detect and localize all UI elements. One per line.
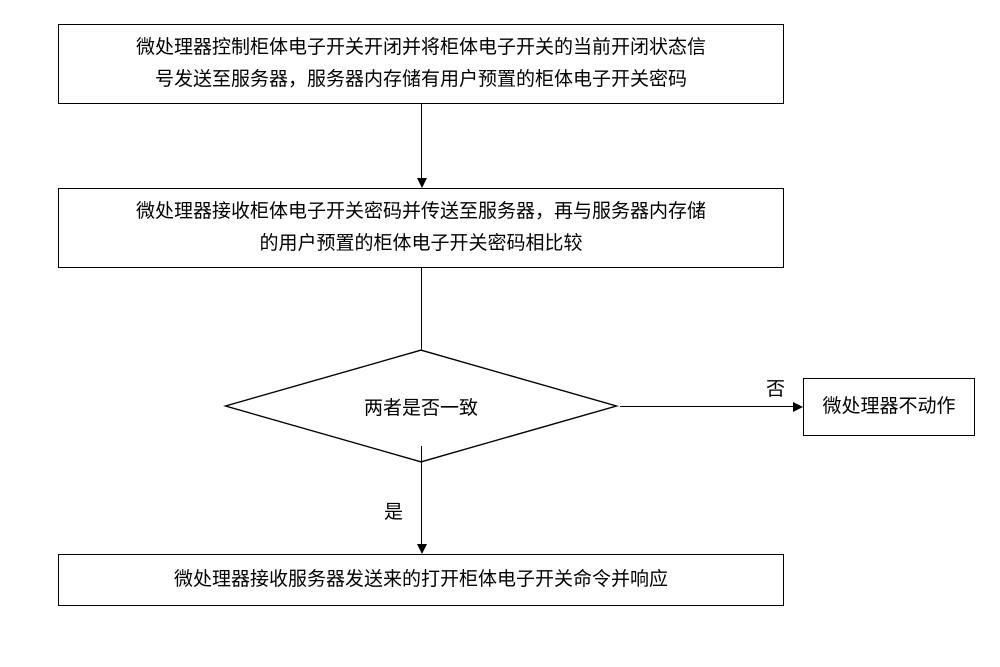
step-2-line1: 微处理器接收柜体电子开关密码并传送至服务器，再与服务器内存储 bbox=[136, 201, 706, 222]
arrow-decision-yes bbox=[421, 446, 422, 544]
label-yes: 是 bbox=[384, 497, 403, 524]
yes-action-box: 微处理器接收服务器发送来的打开柜体电子开关命令并响应 bbox=[58, 554, 784, 606]
decision-text: 两者是否一致 bbox=[281, 366, 561, 446]
arrow-decision-no bbox=[620, 406, 793, 407]
yes-action-text: 微处理器接收服务器发送来的打开柜体电子开关命令并响应 bbox=[174, 564, 668, 596]
step-1-text: 微处理器控制柜体电子开关开闭并将柜体电子开关的当前开闭状态信 号发送至服务器，服… bbox=[136, 32, 706, 97]
arrowhead-decision-no bbox=[793, 402, 803, 412]
step-1-line2: 号发送至服务器，服务器内存储有用户预置的柜体电子开关密码 bbox=[155, 69, 687, 90]
label-no: 否 bbox=[766, 374, 785, 401]
decision-diamond: 两者是否一致 bbox=[381, 366, 461, 446]
step-2-text: 微处理器接收柜体电子开关密码并传送至服务器，再与服务器内存储 的用户预置的柜体电… bbox=[136, 196, 706, 261]
step-2-line2: 的用户预置的柜体电子开关密码相比较 bbox=[259, 233, 582, 254]
no-action-text: 微处理器不动作 bbox=[822, 391, 955, 423]
arrowhead-decision-yes bbox=[417, 544, 427, 554]
step-1-box: 微处理器控制柜体电子开关开闭并将柜体电子开关的当前开闭状态信 号发送至服务器，服… bbox=[58, 24, 784, 104]
no-action-box: 微处理器不动作 bbox=[803, 378, 975, 436]
arrow-1-to-2 bbox=[421, 104, 422, 178]
arrowhead-1-to-2 bbox=[417, 178, 427, 188]
step-2-box: 微处理器接收柜体电子开关密码并传送至服务器，再与服务器内存储 的用户预置的柜体电… bbox=[58, 188, 784, 268]
step-1-line1: 微处理器控制柜体电子开关开闭并将柜体电子开关的当前开闭状态信 bbox=[136, 37, 706, 58]
arrow-2-to-decision bbox=[421, 268, 422, 356]
